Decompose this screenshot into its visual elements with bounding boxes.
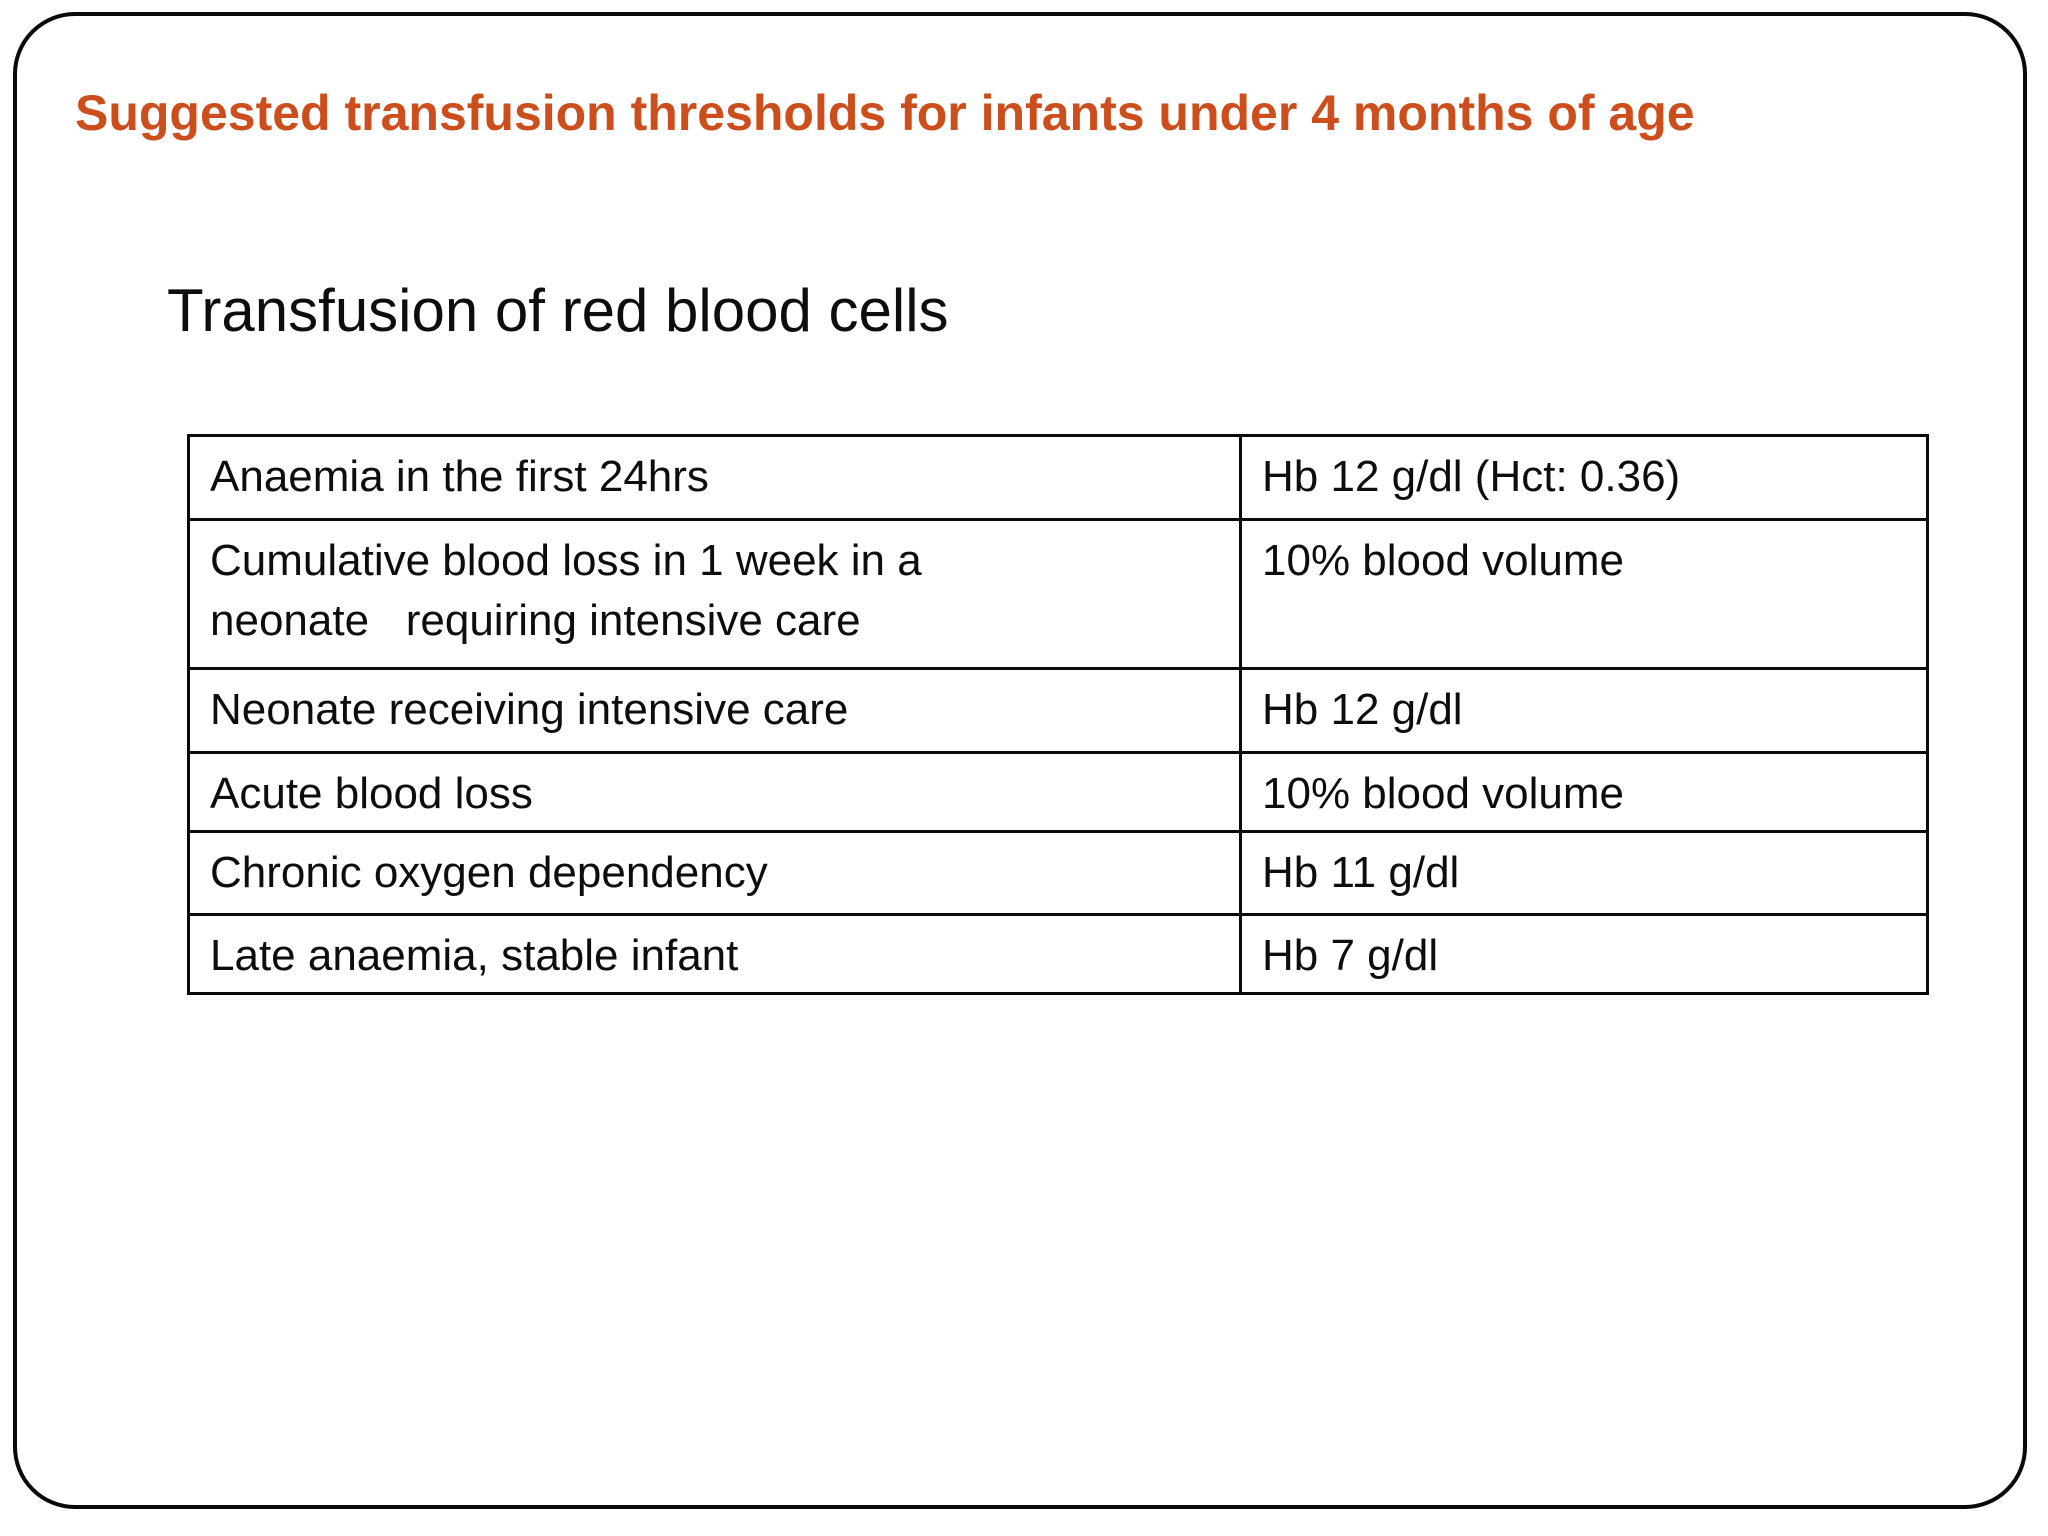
condition-cell: Late anaemia, stable infant bbox=[187, 913, 1242, 995]
table-row: Late anaemia, stable infant Hb 7 g/dl bbox=[187, 913, 1929, 995]
table-row: Chronic oxygen dependency Hb 11 g/dl bbox=[187, 830, 1929, 916]
table-row: Cumulative blood loss in 1 week in a neo… bbox=[187, 518, 1929, 670]
threshold-cell: 10% blood volume bbox=[1239, 518, 1929, 670]
table-row: Acute blood loss 10% blood volume bbox=[187, 751, 1929, 833]
condition-cell: Anaemia in the first 24hrs bbox=[187, 434, 1242, 521]
threshold-cell: Hb 12 g/dl bbox=[1239, 667, 1929, 754]
condition-cell: Acute blood loss bbox=[187, 751, 1242, 833]
table-row: Anaemia in the first 24hrs Hb 12 g/dl (H… bbox=[187, 434, 1929, 521]
threshold-cell: Hb 11 g/dl bbox=[1239, 830, 1929, 916]
condition-cell: Neonate receiving intensive care bbox=[187, 667, 1242, 754]
thresholds-table: Anaemia in the first 24hrs Hb 12 g/dl (H… bbox=[187, 434, 1929, 995]
condition-cell: Chronic oxygen dependency bbox=[187, 830, 1242, 916]
condition-cell: Cumulative blood loss in 1 week in a neo… bbox=[187, 518, 1242, 670]
threshold-cell: Hb 7 g/dl bbox=[1239, 913, 1929, 995]
section-heading: Transfusion of red blood cells bbox=[167, 277, 949, 344]
threshold-cell: Hb 12 g/dl (Hct: 0.36) bbox=[1239, 434, 1929, 521]
threshold-cell: 10% blood volume bbox=[1239, 751, 1929, 833]
table-row: Neonate receiving intensive care Hb 12 g… bbox=[187, 667, 1929, 754]
page-title: Suggested transfusion thresholds for inf… bbox=[75, 85, 1695, 141]
